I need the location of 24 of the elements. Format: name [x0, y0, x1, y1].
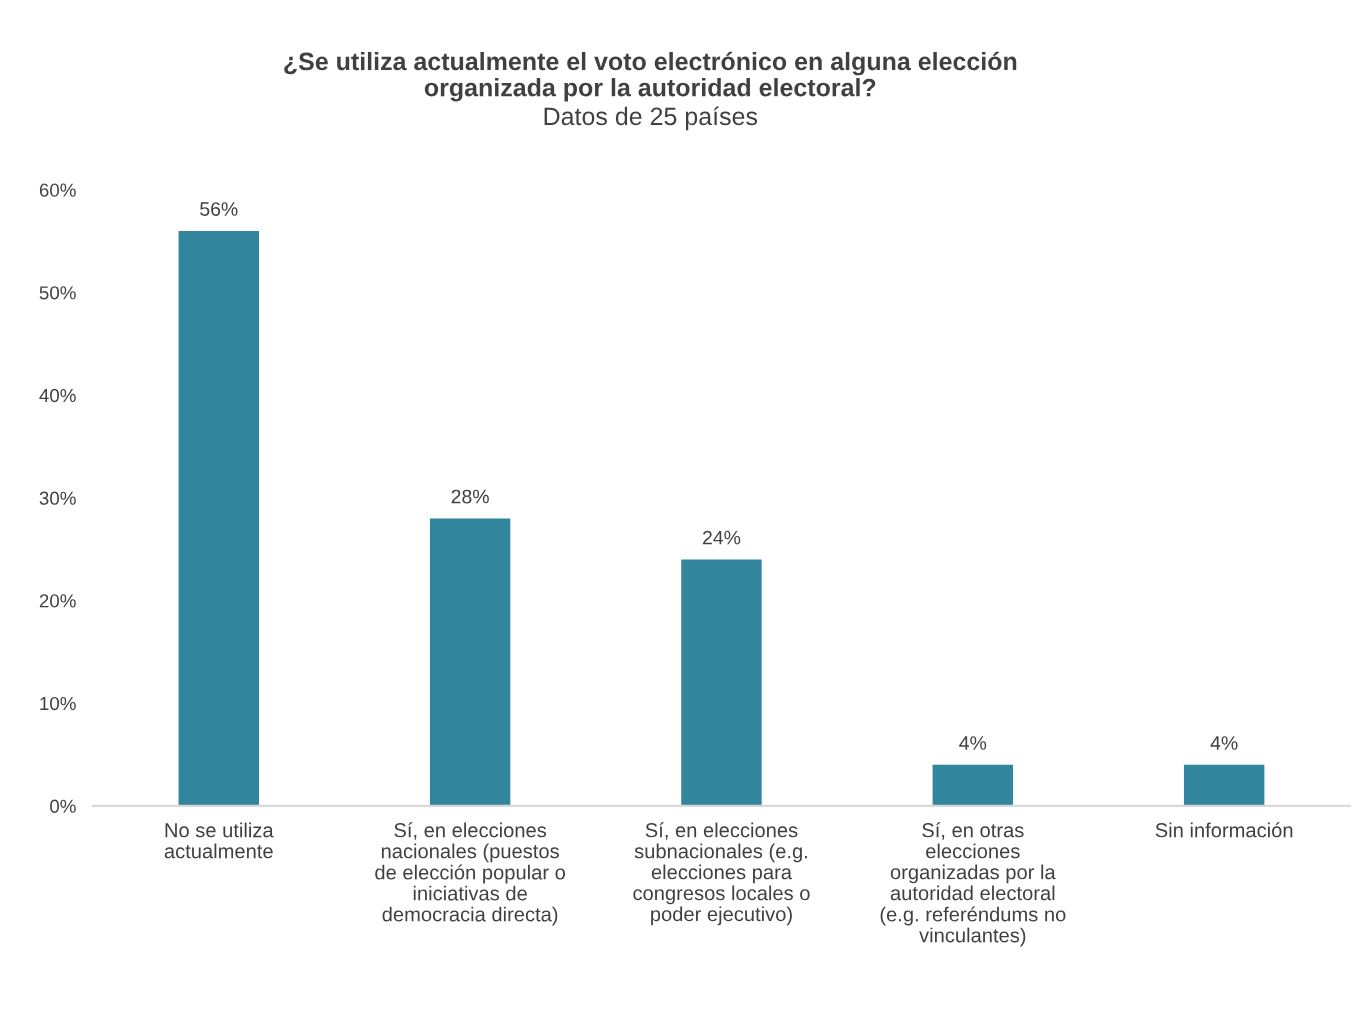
bar: [1183, 764, 1265, 806]
bar: [429, 518, 511, 806]
y-tick-label: 40%: [39, 388, 76, 403]
data-label: 4%: [1210, 736, 1238, 750]
y-tick-label: 20%: [39, 594, 76, 608]
data-label: 4%: [959, 736, 987, 750]
x-tick-label: Sí, en otras elecciones organizadas por la autoridad electoral (e.g. referéndums no vinculantes): [880, 822, 1066, 947]
x-tick-label: No se utiliza actualmente: [164, 822, 274, 859]
chart-title: ¿Se utiliza actualmente el voto electrónico en alguna elección organizada por la autoridad electoral?: [284, 51, 1017, 102]
x-tick-label: Sí, en elecciones subnacionales (e.g. elecciones para congresos locales o poder ejecutivo): [633, 822, 810, 926]
bar: [681, 559, 762, 806]
bar: [932, 764, 1014, 806]
x-tick-label: Sí, en elecciones nacionales (puestos de elección popular o iniciativas de democracia directa): [375, 822, 566, 926]
bar: [178, 230, 259, 806]
x-tick-label: Sin información: [1155, 822, 1293, 838]
y-tick-label: 60%: [39, 183, 76, 197]
data-label: 24%: [702, 530, 741, 545]
y-tick-label: 0%: [50, 799, 76, 813]
data-label: 28%: [451, 489, 489, 504]
y-tick-label: 30%: [39, 491, 76, 505]
y-tick-label: 50%: [39, 286, 76, 300]
data-label: 56%: [200, 202, 238, 216]
y-tick-label: 10%: [40, 696, 76, 711]
chart-subtitle: Datos de 25 países: [544, 106, 758, 131]
